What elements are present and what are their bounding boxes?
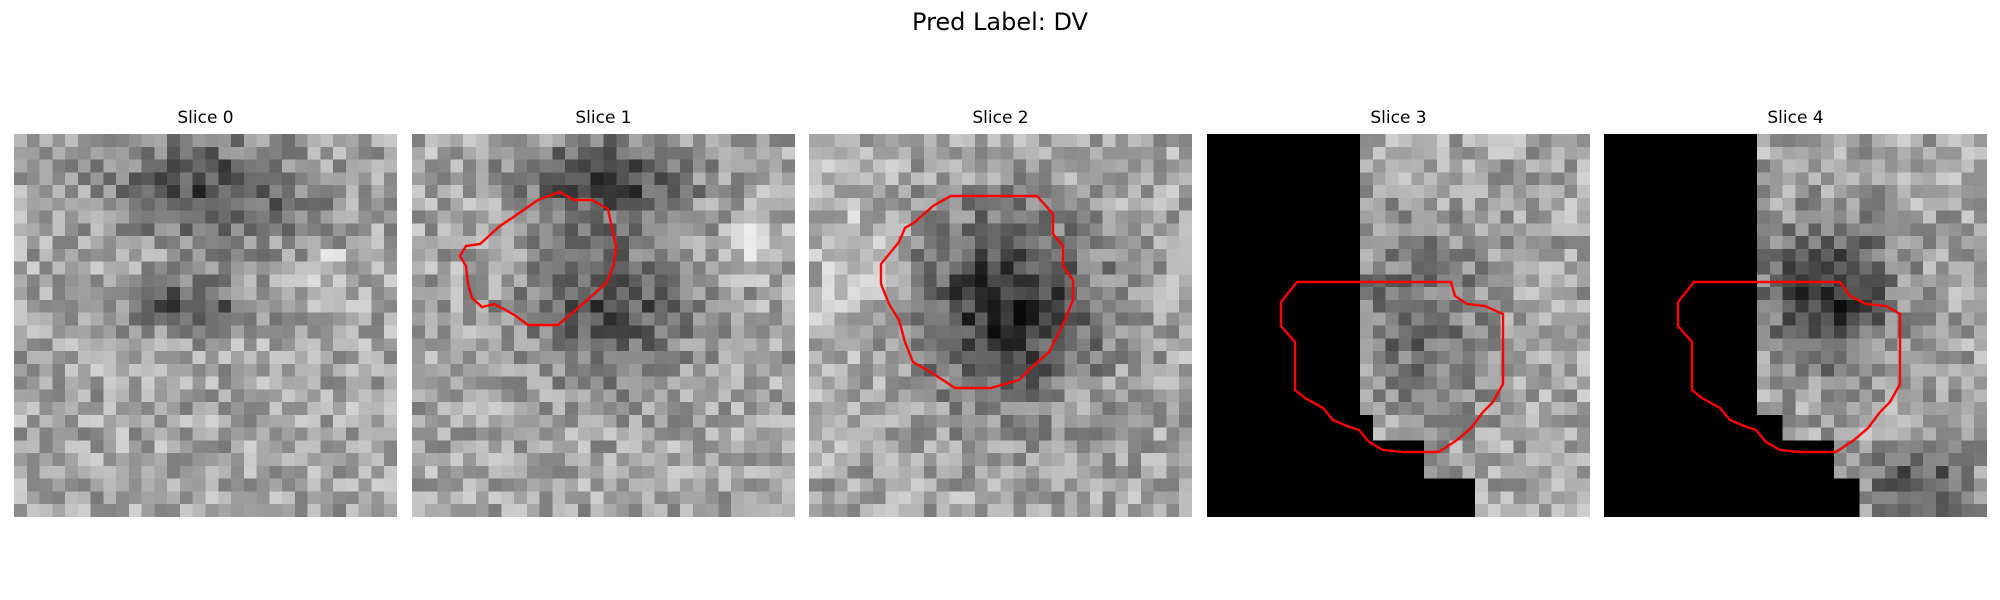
slice-panel-4: Slice 4 (1604, 108, 1987, 517)
slice-image (1604, 134, 1987, 517)
slice-panel-2: Slice 2 (809, 108, 1192, 517)
slice-image (412, 134, 795, 517)
slice-title: Slice 3 (1370, 108, 1427, 128)
slice-panel-0: Slice 0 (14, 108, 397, 517)
figure-title: Pred Label: DV (912, 8, 1088, 36)
slice-title: Slice 0 (177, 108, 234, 128)
slice-panel-1: Slice 1 (412, 108, 795, 517)
slice-image (1207, 134, 1590, 517)
slice-title: Slice 4 (1767, 108, 1824, 128)
slice-panel-3: Slice 3 (1207, 108, 1590, 517)
slice-image (809, 134, 1192, 517)
slice-title: Slice 2 (972, 108, 1029, 128)
slice-image (14, 134, 397, 517)
slice-title: Slice 1 (575, 108, 632, 128)
